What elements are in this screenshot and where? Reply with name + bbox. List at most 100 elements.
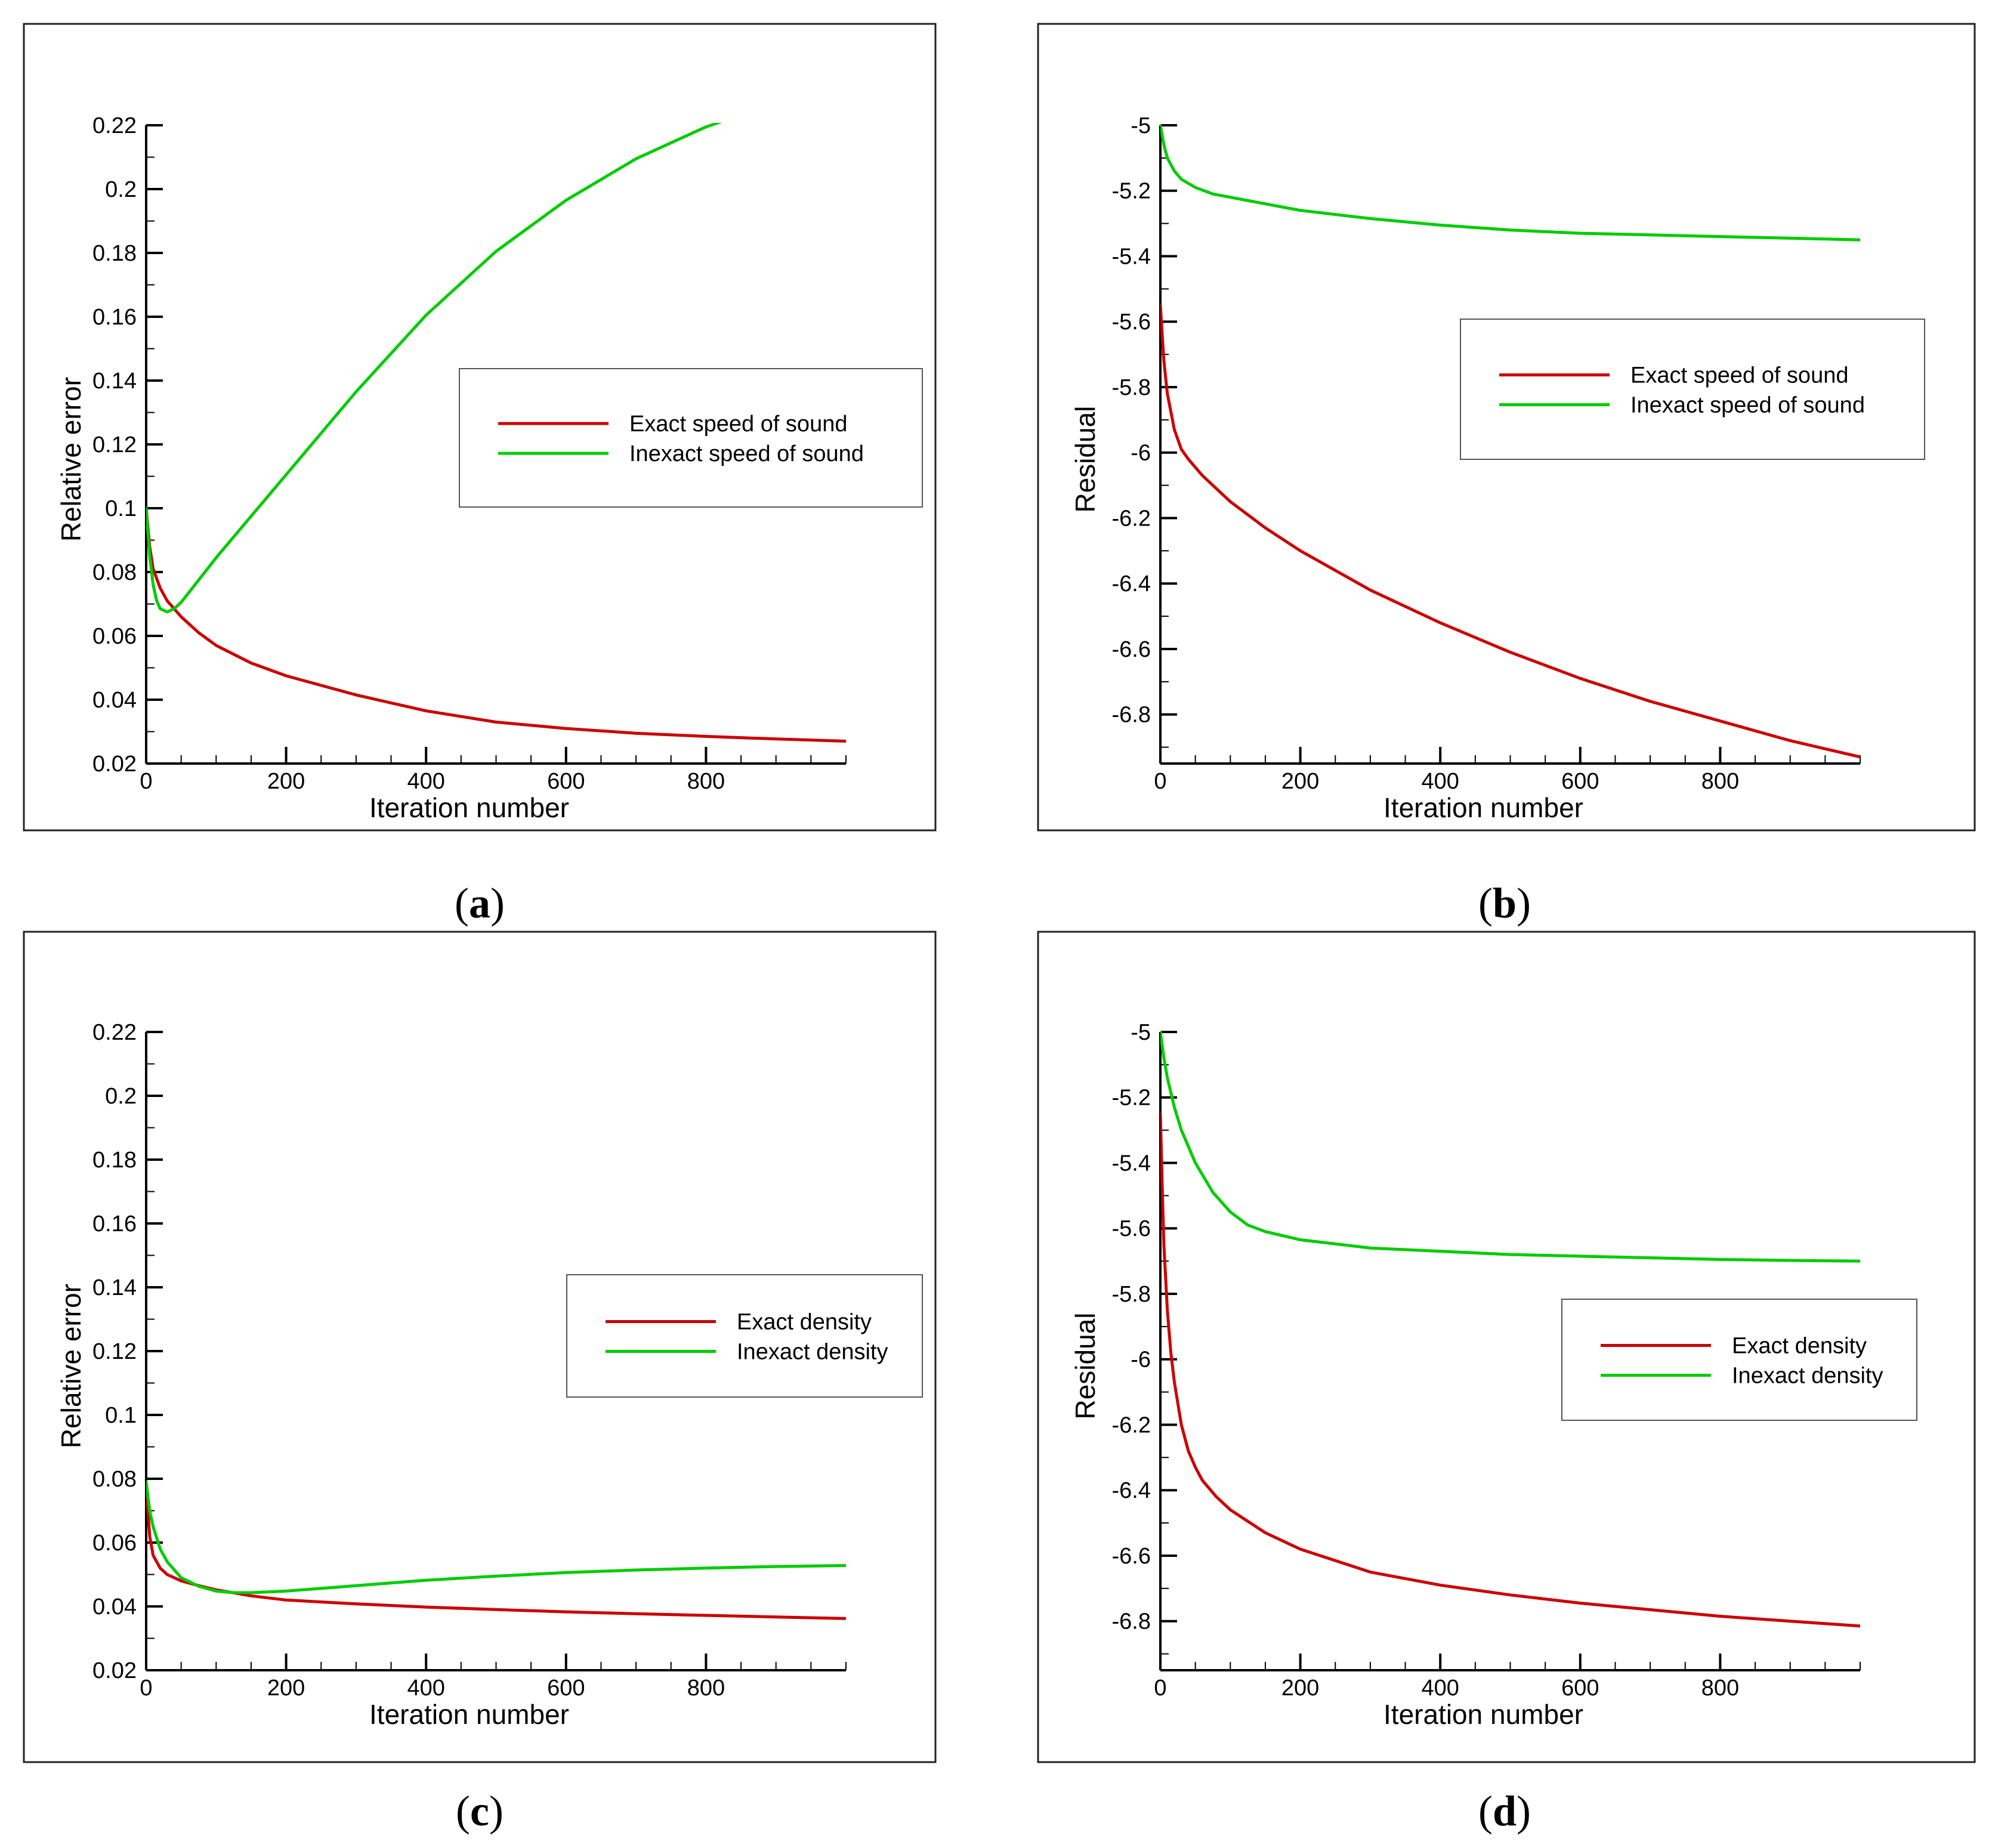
caption-paren-open: ( [455, 879, 469, 927]
panel-caption: (c) [456, 1787, 504, 1835]
x-axis-title: Iteration number [1383, 792, 1583, 823]
x-tick-label: 200 [1281, 769, 1319, 794]
chart-panel-c: 0 200 400 600 800 0.02 0.04 0.06 0.08 0.1 0.12 0.14… [23, 931, 937, 1835]
x-tick-label: 800 [1701, 1676, 1739, 1701]
x-tick-label: 400 [407, 1676, 444, 1701]
y-axis-title: Relative error [55, 1284, 87, 1448]
x-tick-label: 200 [1281, 1676, 1319, 1701]
x-tick-label: 400 [1421, 1676, 1459, 1701]
x-tick-label: 800 [687, 769, 725, 794]
y-tick-label: -6.8 [1112, 703, 1151, 728]
y-tick-label: 0.02 [92, 752, 137, 777]
caption-letter: a [469, 879, 490, 927]
y-tick-label: 0.18 [92, 1148, 137, 1173]
y-tick-label: 0.06 [92, 1531, 137, 1556]
chart-panel-d: 0 200 400 600 800 -5 -5.2 -5.4 -5.6 -5.8 -6 -6.2 -6.… [1037, 931, 1976, 1835]
legend-box [459, 368, 923, 508]
legend-label: Inexact density [1732, 1364, 1883, 1389]
y-axis-title: Residual [1070, 406, 1101, 513]
y-tick-label: -6.6 [1112, 637, 1151, 662]
chart-panel-a: 0 200 400 600 800 0.02 0.04 0.06 0.08 0.1 0.12 0.14… [23, 23, 937, 927]
legend-label: Exact speed of sound [629, 412, 847, 437]
x-tick-label: 800 [1701, 769, 1739, 794]
x-tick-label: 200 [267, 1676, 305, 1701]
panel-caption: (b) [1478, 879, 1531, 927]
y-tick-label: -5.4 [1112, 244, 1151, 269]
caption-paren-open: ( [1478, 1787, 1493, 1835]
caption-letter: c [470, 1787, 489, 1835]
y-tick-label: 0.02 [92, 1658, 137, 1683]
x-tick-label: 200 [267, 769, 305, 794]
y-tick-label: -5.8 [1112, 375, 1151, 400]
y-tick-label: 0.2 [105, 1084, 137, 1109]
y-tick-label: -5.6 [1112, 1216, 1151, 1241]
legend-label: Inexact speed of sound [629, 441, 864, 466]
x-axis-title: Iteration number [1383, 1699, 1583, 1730]
legend: Exact density Inexact density [566, 1274, 923, 1398]
y-tick-label: -6.4 [1112, 571, 1151, 597]
y-tick-label: -5.2 [1112, 179, 1151, 204]
caption-letter: b [1493, 879, 1517, 927]
series-line-exact-density [1160, 1112, 1860, 1628]
y-tick-label: -6.6 [1112, 1544, 1151, 1569]
x-axis-title: Iteration number [369, 1699, 569, 1730]
legend-label: Exact speed of sound [1630, 363, 1848, 388]
x-tick-label: 600 [1561, 1676, 1599, 1701]
y-tick-label: 0.1 [105, 496, 137, 521]
y-tick-label: 0.04 [92, 1594, 137, 1620]
caption-letter: d [1493, 1787, 1517, 1835]
y-tick-label: -6.2 [1112, 1413, 1151, 1438]
y-tick-label: 0.08 [92, 560, 137, 585]
y-tick-label: 0.16 [92, 305, 137, 330]
y-tick-label: -6 [1131, 1348, 1151, 1373]
legend-label: Exact density [737, 1310, 872, 1335]
y-tick-label: 0.16 [92, 1212, 137, 1237]
series-line-inexact-speed-of-sound [1160, 123, 1860, 242]
series-line-inexact-density [146, 1480, 846, 1594]
y-tick-label: 0.06 [92, 624, 137, 649]
y-tick-label: -5 [1131, 113, 1151, 138]
legend: Exact density Inexact density [1561, 1299, 1917, 1421]
chart-panel-b: 0 200 400 600 800 -5 -5.2 -5.4 -5.6 -5.8 -6 -6.2 -6.… [1037, 23, 1976, 927]
y-tick-label: 0.12 [92, 1339, 137, 1364]
y-axis-title: Relative error [55, 377, 87, 542]
panel-caption: (d) [1478, 1787, 1531, 1835]
legend-box [1561, 1299, 1917, 1421]
series-line-exact-speed-of-sound [146, 506, 846, 743]
caption-paren-open: ( [1478, 879, 1493, 927]
legend-box [1460, 319, 1925, 460]
y-tick-label: -6.4 [1112, 1478, 1151, 1503]
legend-label: Exact density [1732, 1334, 1867, 1359]
caption-paren-open: ( [456, 1787, 470, 1835]
y-tick-label: -5.8 [1112, 1282, 1151, 1307]
y-tick-label: -6.2 [1112, 506, 1151, 531]
y-tick-label: -5.6 [1112, 310, 1151, 335]
caption-paren-close: ) [1517, 879, 1531, 927]
x-tick-label: 600 [1561, 769, 1599, 794]
x-tick-label: 600 [547, 1676, 585, 1701]
y-tick-label: 0.04 [92, 688, 137, 713]
y-tick-label: 0.1 [105, 1403, 137, 1428]
caption-paren-close: ) [489, 1787, 504, 1835]
x-tick-label: 0 [1154, 769, 1166, 794]
legend-box [566, 1274, 923, 1398]
y-tick-label: 0.22 [92, 113, 137, 138]
legend: Exact speed of sound Inexact speed of sou… [459, 368, 923, 508]
y-tick-label: 0.14 [92, 369, 137, 394]
y-tick-label: 0.2 [105, 177, 137, 202]
x-tick-label: 400 [407, 769, 444, 794]
y-tick-label: -6.8 [1112, 1609, 1151, 1634]
series-line-inexact-speed-of-sound [146, 123, 722, 614]
y-tick-label: 0.14 [92, 1275, 137, 1300]
y-axis-title: Residual [1070, 1313, 1101, 1420]
y-tick-label: 0.08 [92, 1467, 137, 1492]
y-tick-label: -5.4 [1112, 1151, 1151, 1176]
panel-caption: (a) [455, 879, 505, 927]
y-tick-label: 0.12 [92, 432, 137, 458]
caption-paren-close: ) [490, 879, 505, 927]
x-axis-title: Iteration number [369, 792, 569, 823]
series-line-exact-density [146, 1484, 846, 1620]
x-tick-label: 0 [140, 1676, 152, 1701]
y-tick-label: -5 [1131, 1020, 1151, 1045]
y-tick-label: 0.18 [92, 241, 137, 266]
